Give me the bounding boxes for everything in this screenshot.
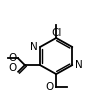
Text: N: N	[75, 60, 82, 70]
Text: N: N	[30, 42, 38, 52]
Text: O: O	[46, 82, 54, 92]
Text: Cl: Cl	[51, 28, 61, 38]
Text: O: O	[8, 53, 16, 63]
Text: O: O	[8, 63, 17, 73]
